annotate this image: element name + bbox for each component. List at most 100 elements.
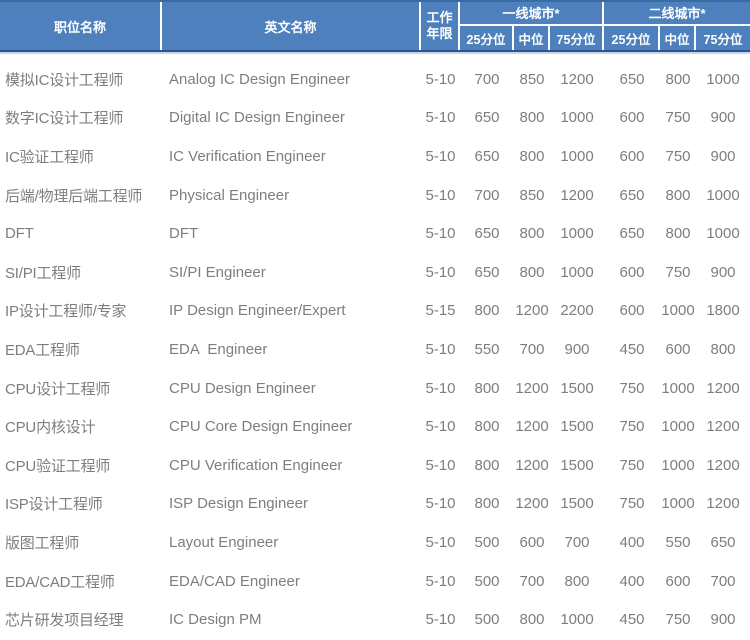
header-tier2-p25: 25分位 [611, 32, 651, 47]
cell-t2-p25: 750 [619, 456, 645, 474]
cell-years: 5-10 [425, 611, 456, 629]
cell-t2-p50: 750 [665, 109, 691, 127]
cell-position: 数字IC设计工程师 [5, 110, 124, 128]
cell-t1-p75: 800 [564, 572, 590, 590]
cell-t2-p75: 900 [710, 109, 736, 127]
cell-t2-p25: 750 [619, 495, 645, 513]
cell-t1-p50: 800 [519, 225, 545, 243]
header-tier1-p25: 25分位 [466, 32, 506, 47]
cell-t2-p75: 650 [710, 533, 736, 551]
header-years-label: 工作 年限 [421, 2, 458, 50]
cell-t2-p25: 750 [619, 379, 645, 397]
table-header: 职位名称 英文名称 工作 年限 一线城市* 25分位 中位 75分位 二线城市* [0, 0, 750, 52]
cell-english: IC Verification Engineer [169, 147, 326, 165]
cell-t2-p75: 800 [710, 340, 736, 358]
cell-english: Digital IC Design Engineer [169, 109, 345, 127]
cell-english: EDA Engineer [169, 340, 268, 358]
header-tier2-group: 二线城市* 25分位 中位 75分位 [604, 2, 750, 50]
cell-t1-p75: 2200 [560, 302, 594, 320]
cell-years: 5-10 [425, 495, 456, 513]
cell-position: DFT [5, 225, 34, 243]
cell-t1-p25: 500 [474, 611, 500, 629]
cell-years: 5-10 [425, 418, 456, 436]
cell-position: 版图工程师 [5, 534, 80, 552]
cell-t1-p50: 700 [519, 572, 545, 590]
cell-years: 5-10 [425, 340, 456, 358]
cell-position: CPU内核设计 [5, 419, 96, 437]
cell-t1-p50: 850 [519, 186, 545, 204]
cell-t2-p75: 1800 [706, 302, 740, 320]
cell-english: SI/PI Engineer [169, 263, 266, 281]
table-body: 模拟IC设计工程师 Analog IC Design Engineer 5-10 70… [0, 54, 750, 639]
header-separator [460, 24, 602, 26]
cell-t1-p25: 650 [474, 147, 500, 165]
header-separator [458, 2, 460, 50]
cell-years: 5-10 [425, 263, 456, 281]
cell-years: 5-10 [425, 70, 456, 88]
cell-position: EDA工程师 [5, 341, 80, 359]
cell-position: 芯片研发项目经理 [5, 612, 124, 630]
header-tier2-subrow: 25分位 中位 75分位 [604, 26, 750, 50]
cell-english: CPU Verification Engineer [169, 456, 343, 474]
table-row: SI/PI工程师 SI/PI Engineer 5-10 650 800 1000 600 7… [0, 253, 750, 292]
cell-t1-p25: 500 [474, 533, 500, 551]
cell-years: 5-10 [425, 572, 456, 590]
cell-t1-p25: 650 [474, 225, 500, 243]
cell-t1-p50: 800 [519, 611, 545, 629]
cell-years: 5-10 [425, 147, 456, 165]
cell-t1-p50: 800 [519, 263, 545, 281]
cell-english: DFT [169, 225, 199, 243]
cell-t1-p25: 700 [474, 70, 500, 88]
cell-t2-p50: 600 [665, 340, 691, 358]
cell-t2-p50: 1000 [661, 418, 695, 436]
cell-t1-p25: 500 [474, 572, 500, 590]
header-separator [160, 2, 162, 50]
cell-t1-p75: 700 [564, 533, 590, 551]
cell-position: EDA/CAD工程师 [5, 573, 115, 591]
cell-years: 5-10 [425, 186, 456, 204]
table-row: 后端/物理后端工程师 Physical Engineer 5-10 700 850 120… [0, 176, 750, 215]
cell-years: 5-10 [425, 225, 456, 243]
header-separator [658, 26, 660, 50]
cell-t1-p75: 1500 [560, 379, 594, 397]
cell-english: Analog IC Design Engineer [169, 70, 350, 88]
cell-t2-p25: 450 [619, 340, 645, 358]
cell-t1-p25: 550 [474, 340, 500, 358]
table-row: EDA工程师 EDA Engineer 5-10 550 700 900 450 600 800 [0, 330, 750, 369]
cell-t2-p50: 550 [665, 533, 691, 551]
header-years-line1: 工作 [426, 10, 453, 25]
header-separator [548, 26, 550, 50]
cell-position: ISP设计工程师 [5, 496, 103, 514]
header-tier2-p50: 中位 [664, 32, 690, 47]
cell-t1-p25: 800 [474, 418, 500, 436]
cell-t2-p50: 800 [665, 186, 691, 204]
cell-t1-p50: 1200 [515, 302, 549, 320]
cell-t1-p75: 1200 [560, 186, 594, 204]
cell-years: 5-10 [425, 456, 456, 474]
cell-t2-p50: 800 [665, 70, 691, 88]
cell-t1-p75: 1500 [560, 495, 594, 513]
table-row: 芯片研发项目经理 IC Design PM 5-10 500 800 1000 450 750… [0, 600, 750, 639]
header-tier1-p50: 中位 [518, 32, 544, 47]
cell-t1-p25: 650 [474, 263, 500, 281]
cell-t2-p25: 650 [619, 225, 645, 243]
cell-t2-p50: 750 [665, 147, 691, 165]
cell-position: IP设计工程师/专家 [5, 303, 127, 321]
cell-t2-p25: 650 [619, 186, 645, 204]
table-row: 版图工程师 Layout Engineer 5-10 500 600 700 400 550 6… [0, 523, 750, 562]
cell-english: CPU Design Engineer [169, 379, 316, 397]
cell-t2-p25: 450 [619, 611, 645, 629]
cell-t1-p75: 900 [564, 340, 590, 358]
cell-t2-p75: 1000 [706, 186, 740, 204]
cell-t1-p75: 1000 [560, 225, 594, 243]
cell-position: 模拟IC设计工程师 [5, 71, 124, 89]
cell-t2-p75: 700 [710, 572, 736, 590]
cell-t2-p50: 1000 [661, 379, 695, 397]
cell-t2-p25: 650 [619, 70, 645, 88]
table-row: IP设计工程师/专家 IP Design Engineer/Expert 5-15 8… [0, 292, 750, 331]
cell-t2-p50: 750 [665, 611, 691, 629]
cell-t1-p75: 1000 [560, 109, 594, 127]
cell-t2-p75: 900 [710, 611, 736, 629]
cell-t2-p25: 600 [619, 302, 645, 320]
cell-t1-p25: 650 [474, 109, 500, 127]
